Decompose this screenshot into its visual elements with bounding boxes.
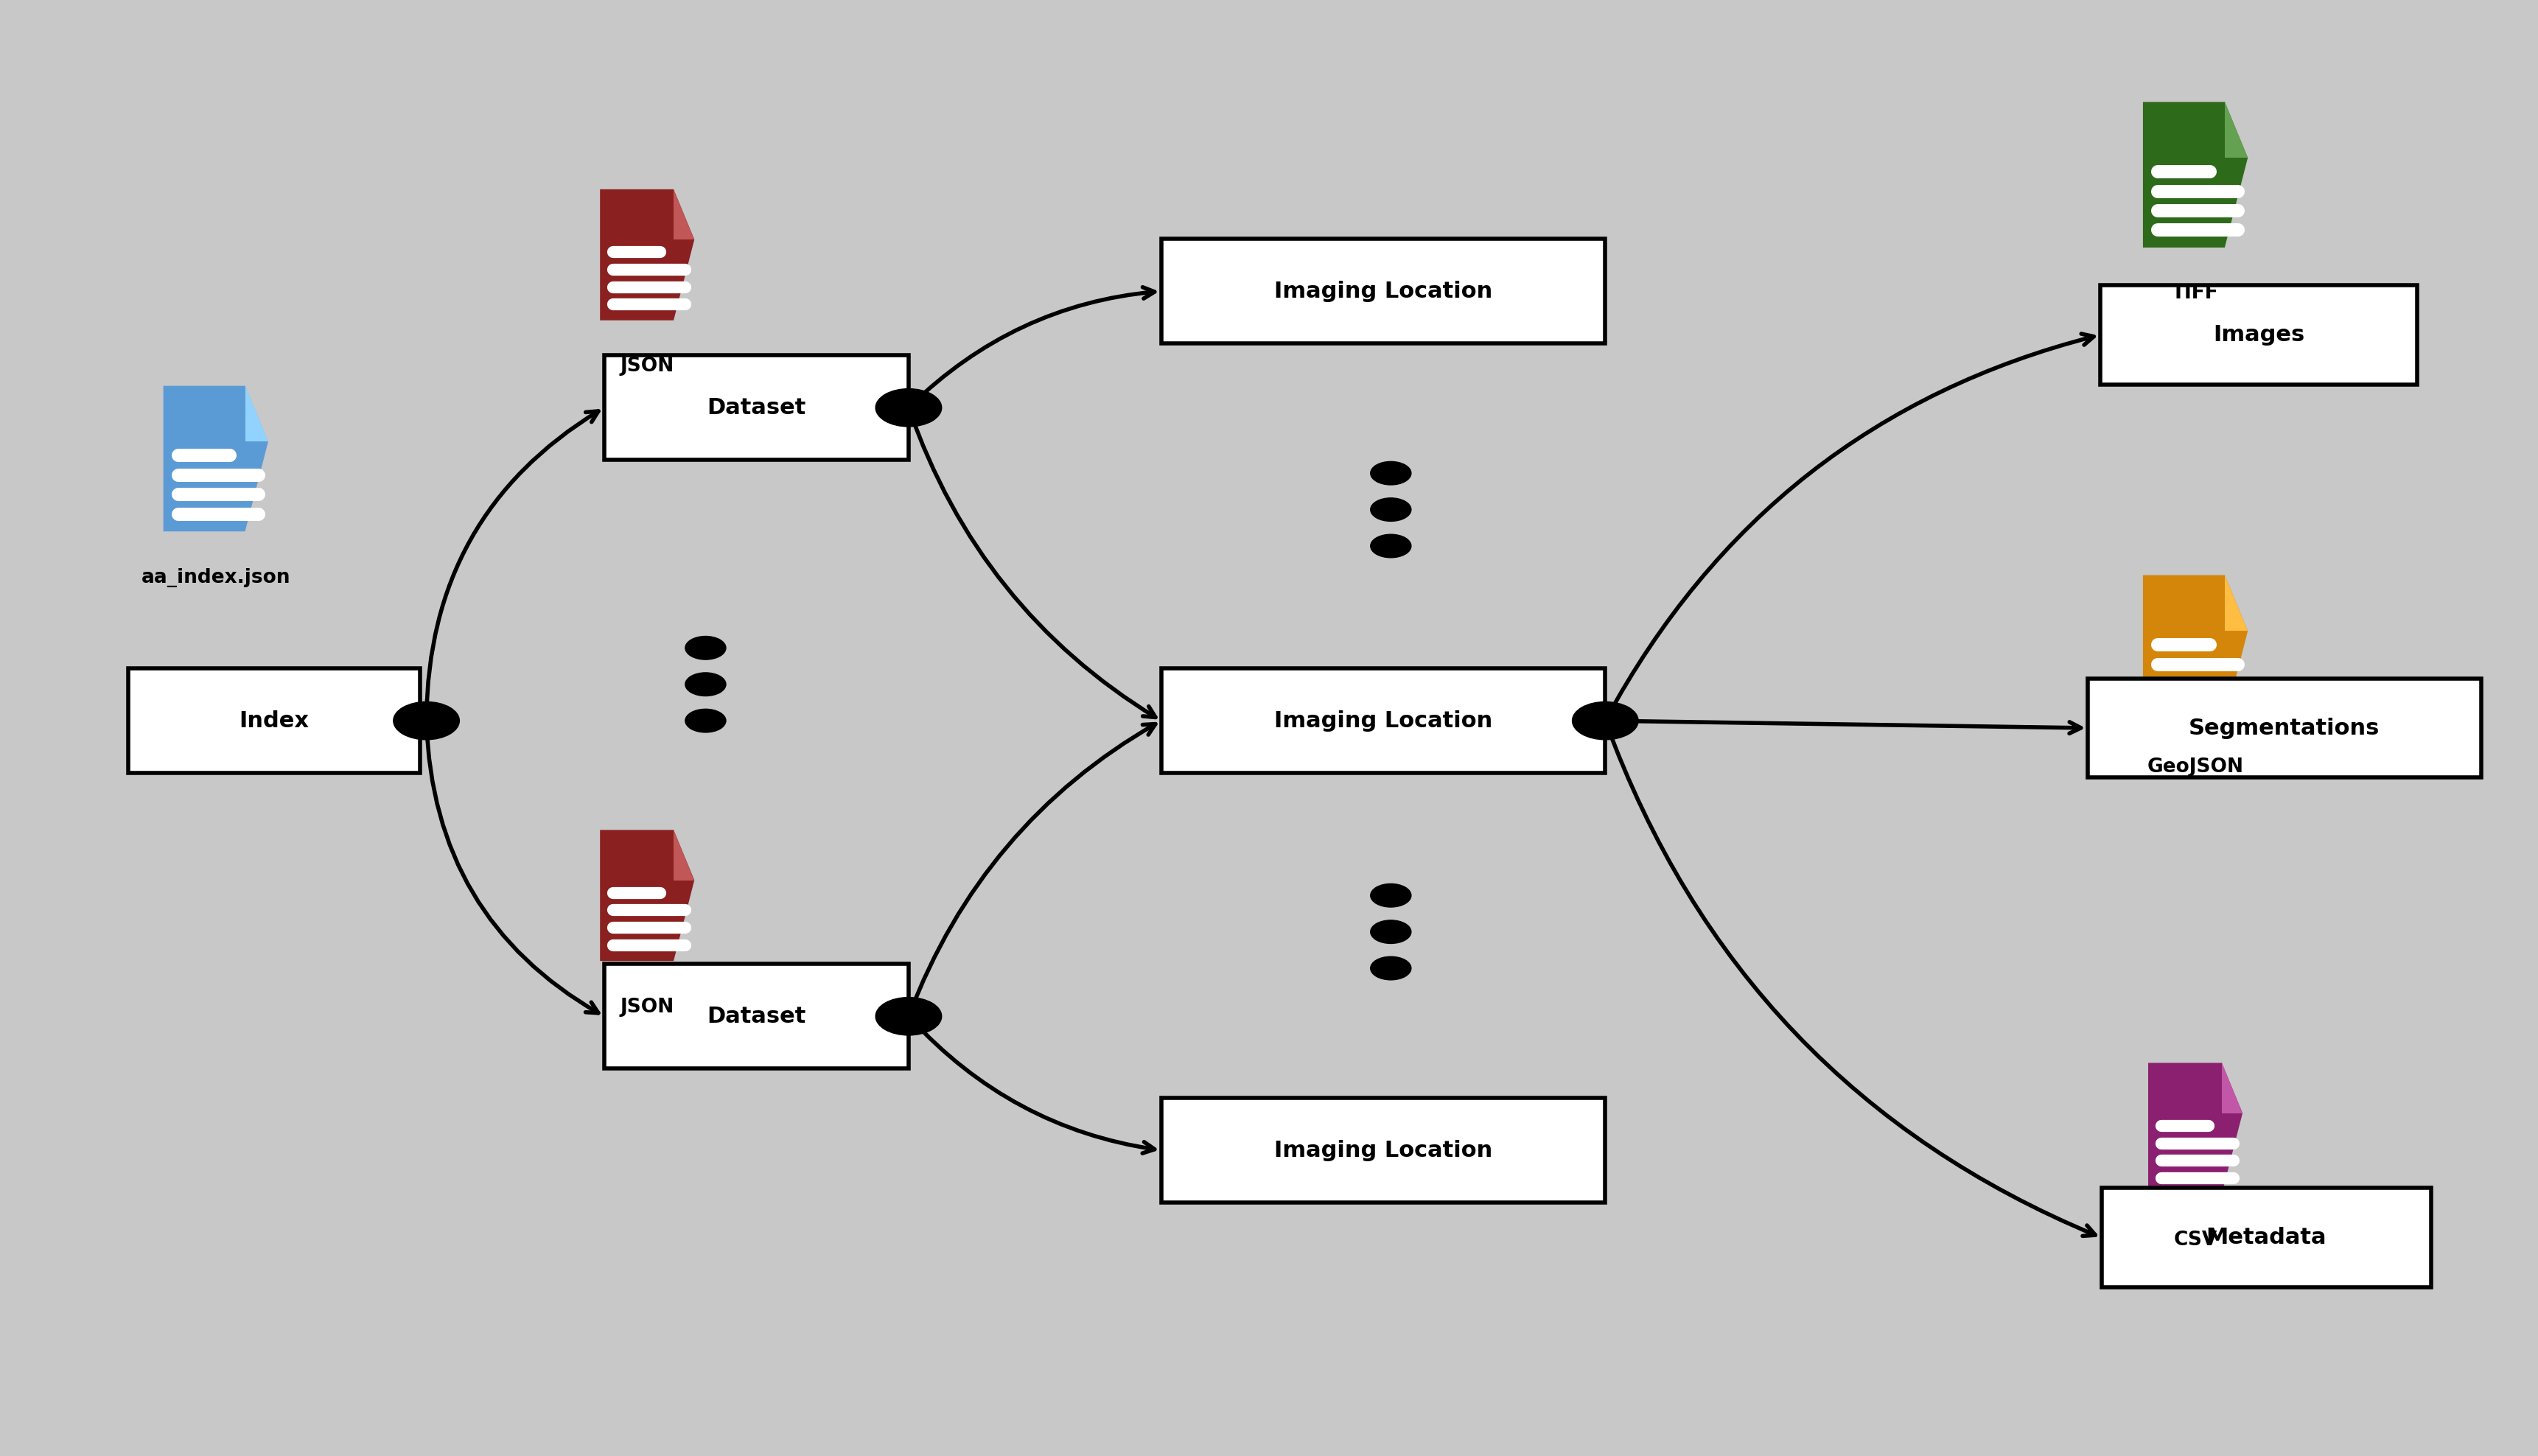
Text: CSV: CSV: [2173, 1230, 2218, 1249]
Polygon shape: [162, 386, 269, 531]
Polygon shape: [2226, 102, 2249, 157]
Circle shape: [685, 673, 726, 696]
Text: Imaging Location: Imaging Location: [1274, 281, 1492, 301]
Text: Index: Index: [239, 711, 310, 731]
Text: JSON: JSON: [619, 357, 675, 376]
FancyBboxPatch shape: [1162, 239, 1607, 344]
FancyBboxPatch shape: [604, 964, 909, 1069]
FancyBboxPatch shape: [2101, 1188, 2431, 1287]
FancyBboxPatch shape: [1162, 1098, 1607, 1203]
Text: Segmentations: Segmentations: [2188, 718, 2381, 738]
Polygon shape: [246, 386, 269, 441]
Text: Imaging Location: Imaging Location: [1274, 711, 1492, 731]
Text: Dataset: Dataset: [706, 397, 807, 418]
Text: TIFF: TIFF: [2173, 284, 2218, 303]
Circle shape: [1371, 884, 1411, 907]
FancyBboxPatch shape: [604, 355, 909, 460]
Text: GeoJSON: GeoJSON: [2147, 757, 2244, 776]
Circle shape: [1371, 498, 1411, 521]
Circle shape: [393, 702, 459, 740]
Polygon shape: [2221, 1063, 2244, 1114]
Text: Dataset: Dataset: [706, 1006, 807, 1026]
Polygon shape: [599, 830, 695, 961]
Circle shape: [876, 997, 942, 1035]
Circle shape: [1371, 920, 1411, 943]
Text: Imaging Location: Imaging Location: [1274, 1140, 1492, 1160]
Circle shape: [685, 709, 726, 732]
Circle shape: [1574, 702, 1640, 740]
Text: Images: Images: [2213, 325, 2305, 345]
Circle shape: [876, 389, 942, 427]
Text: Metadata: Metadata: [2206, 1227, 2327, 1248]
Circle shape: [1371, 534, 1411, 558]
Circle shape: [1371, 462, 1411, 485]
FancyBboxPatch shape: [1162, 668, 1607, 773]
FancyBboxPatch shape: [2086, 678, 2482, 778]
Polygon shape: [673, 830, 695, 881]
Polygon shape: [673, 189, 695, 240]
Circle shape: [1371, 957, 1411, 980]
Text: aa_index.json: aa_index.json: [142, 568, 289, 587]
Circle shape: [685, 636, 726, 660]
FancyBboxPatch shape: [2099, 285, 2416, 384]
Polygon shape: [2142, 102, 2249, 248]
Polygon shape: [2147, 1063, 2244, 1194]
FancyBboxPatch shape: [127, 668, 421, 773]
Text: JSON: JSON: [619, 997, 675, 1016]
Polygon shape: [2226, 575, 2249, 630]
Polygon shape: [599, 189, 695, 320]
Polygon shape: [2142, 575, 2249, 721]
